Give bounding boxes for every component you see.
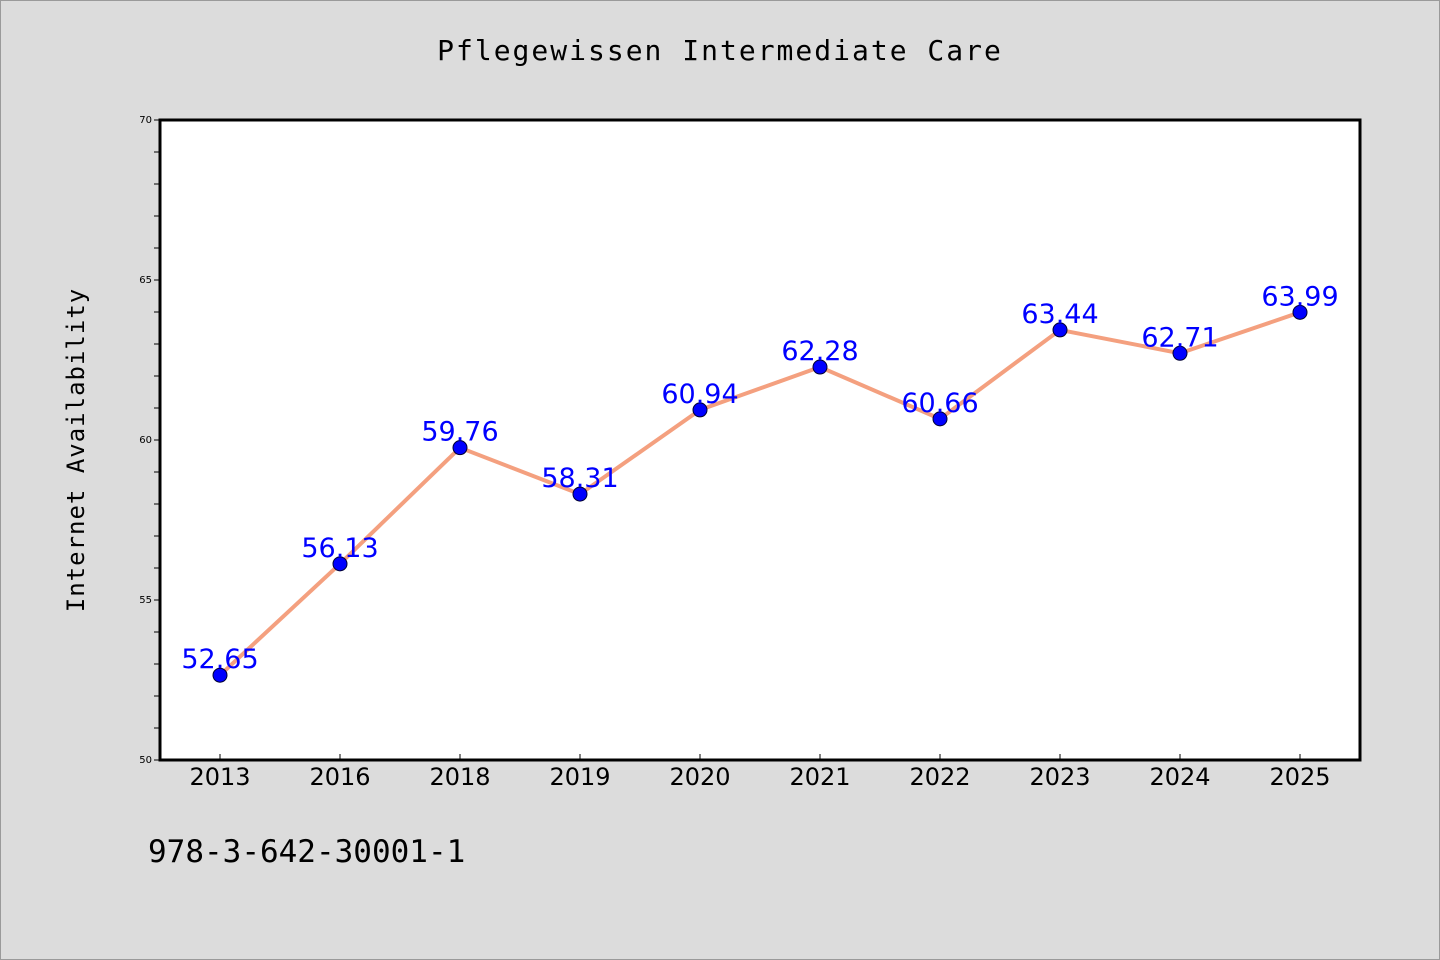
- data-point: [1052, 322, 1068, 338]
- x-axis: 2013 2016 2018 2019 2020 2021 2022 2023 2024 2025: [189, 754, 1331, 791]
- data-point: [692, 402, 708, 418]
- y-tick-label: 60: [139, 435, 152, 446]
- data-point: [1172, 345, 1188, 361]
- x-tick-label: 2016: [309, 763, 370, 791]
- x-tick-label: 2023: [1029, 763, 1090, 791]
- plot-area: [160, 120, 1360, 760]
- y-tick-label: 50: [139, 755, 152, 766]
- y-axis: 50 55 60 65 70: [139, 115, 160, 766]
- data-label: 59.76: [421, 417, 498, 448]
- x-tick-label: 2013: [189, 763, 250, 791]
- chart-title: Pflegewissen Intermediate Care: [437, 34, 1003, 67]
- y-tick-label: 65: [139, 275, 152, 286]
- y-tick-label: 55: [139, 595, 152, 606]
- data-point: [572, 486, 588, 502]
- series-line: [218, 310, 1301, 677]
- plot-border: [158, 118, 1362, 762]
- data-point: [332, 556, 348, 572]
- data-labels: 52.65 56.13 59.76 58.31 60.94 62.28 60.66 63.44…: [181, 281, 1338, 675]
- footer-code: 978-3-642-30001-1: [148, 834, 466, 870]
- x-tick-label: 2021: [789, 763, 850, 791]
- x-tick-label: 2022: [909, 763, 970, 791]
- data-point: [812, 359, 828, 375]
- data-label: 62.28: [781, 336, 858, 367]
- data-label: 63.44: [1021, 299, 1098, 330]
- y-axis-label: Internet Availability: [62, 288, 90, 612]
- data-label: 62.71: [1141, 322, 1218, 353]
- data-label: 60.94: [661, 379, 738, 410]
- data-label: 56.13: [301, 533, 378, 564]
- data-label: 52.65: [181, 644, 258, 675]
- series-1: [212, 304, 1308, 683]
- data-label: 60.66: [901, 388, 978, 419]
- x-tick-label: 2020: [669, 763, 730, 791]
- data-point: [452, 440, 468, 456]
- data-point: [212, 667, 228, 683]
- x-tick-label: 2018: [429, 763, 490, 791]
- data-label: 58.31: [541, 463, 618, 494]
- x-tick-label: 2025: [1269, 763, 1330, 791]
- x-tick-label: 2019: [549, 763, 610, 791]
- data-point: [1292, 304, 1308, 320]
- data-label: 63.99: [1261, 281, 1338, 312]
- x-tick-label: 2024: [1149, 763, 1210, 791]
- y-tick-label: 70: [139, 115, 152, 126]
- data-point: [932, 411, 948, 427]
